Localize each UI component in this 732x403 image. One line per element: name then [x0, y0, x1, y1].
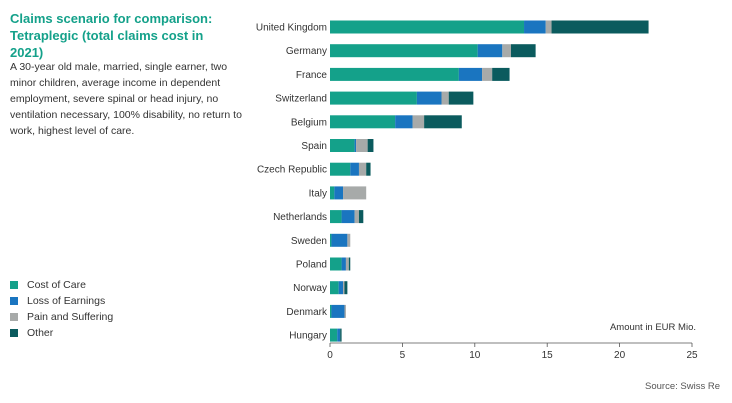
- bar-norway-cost-of-care: [330, 281, 339, 295]
- legend-swatch-other: [10, 329, 18, 337]
- bar-belgium-pain-and-suffering: [412, 115, 425, 129]
- legend-label-pain-and-suffering: Pain and Suffering: [27, 311, 114, 323]
- source-note: Source: Swiss Re: [645, 381, 720, 392]
- bar-germany-pain-and-suffering: [502, 44, 511, 58]
- bar-sweden-loss-of-earnings: [331, 233, 348, 247]
- category-label-poland: Poland: [296, 260, 327, 271]
- bar-sweden-pain-and-suffering: [347, 233, 351, 247]
- bar-hungary-other: [340, 328, 342, 342]
- x-tick-label-20: 20: [614, 350, 626, 361]
- bar-belgium-loss-of-earnings: [395, 115, 413, 129]
- legend-label-cost-of-care: Cost of Care: [27, 279, 86, 291]
- x-tick-label-10: 10: [469, 350, 481, 361]
- bar-hungary-loss-of-earnings: [337, 328, 341, 342]
- legend-item-loss-of-earnings: Loss of Earnings: [10, 293, 113, 309]
- x-tick-label-5: 5: [400, 350, 406, 361]
- scenario-description: A 30-year old male, married, single earn…: [10, 61, 242, 137]
- chart-title-line-1: Claims scenario for comparison:: [10, 11, 213, 26]
- bar-switzerland-loss-of-earnings: [416, 91, 442, 105]
- category-label-germany: Germany: [286, 46, 327, 57]
- bar-italy-loss-of-earnings: [334, 186, 344, 200]
- legend-swatch-cost-of-care: [10, 281, 18, 289]
- bar-germany-other: [511, 44, 536, 58]
- bar-poland-pain-and-suffering: [345, 257, 349, 271]
- legend-swatch-loss-of-earnings: [10, 297, 18, 305]
- bar-spain-cost-of-care: [330, 139, 355, 152]
- bar-czech-republic-other: [366, 162, 371, 176]
- bar-czech-republic-pain-and-suffering: [358, 162, 367, 176]
- bar-norway-other: [344, 281, 348, 295]
- bar-italy-cost-of-care: [330, 186, 335, 200]
- category-label-spain: Spain: [301, 141, 327, 152]
- category-label-netherlands: Netherlands: [273, 212, 327, 223]
- legend-item-other: Other: [10, 325, 113, 341]
- category-label-hungary: Hungary: [289, 331, 327, 342]
- bar-czech-republic-cost-of-care: [330, 162, 351, 176]
- category-label-united-kingdom: United Kingdom: [256, 23, 327, 34]
- bar-italy-pain-and-suffering: [343, 186, 367, 200]
- category-label-belgium: Belgium: [291, 117, 327, 128]
- bar-united-kingdom-other: [551, 20, 649, 34]
- bar-netherlands-loss-of-earnings: [341, 210, 355, 224]
- bar-united-kingdom-loss-of-earnings: [524, 20, 546, 34]
- bar-norway-pain-and-suffering: [343, 281, 345, 295]
- category-label-denmark: Denmark: [286, 307, 328, 318]
- bar-netherlands-other: [358, 210, 364, 224]
- category-label-norway: Norway: [293, 283, 327, 294]
- bar-belgium-cost-of-care: [330, 115, 396, 129]
- axis-unit-label: Amount in EUR Mio.: [610, 322, 696, 333]
- legend-item-cost-of-care: Cost of Care: [10, 277, 113, 293]
- bar-germany-cost-of-care: [330, 44, 478, 58]
- bar-switzerland-pain-and-suffering: [441, 91, 449, 105]
- category-label-sweden: Sweden: [291, 236, 327, 247]
- chart-title: Claims scenario for comparison: Tetraple…: [10, 10, 240, 61]
- bar-netherlands-pain-and-suffering: [354, 210, 359, 224]
- bar-spain-pain-and-suffering: [356, 139, 368, 152]
- bar-spain-loss-of-earnings: [354, 139, 357, 152]
- bar-switzerland-other: [448, 91, 474, 105]
- legend-swatch-pain-and-suffering: [10, 313, 18, 321]
- bar-netherlands-cost-of-care: [330, 210, 342, 224]
- bar-united-kingdom-pain-and-suffering: [545, 20, 552, 34]
- bar-germany-loss-of-earnings: [477, 44, 503, 58]
- bar-czech-republic-loss-of-earnings: [350, 162, 359, 176]
- bar-france-pain-and-suffering: [482, 67, 493, 81]
- bar-france-other: [492, 67, 510, 81]
- bar-sweden-cost-of-care: [330, 233, 332, 247]
- bar-denmark-loss-of-earnings: [331, 304, 345, 318]
- bar-denmark-cost-of-care: [330, 304, 332, 318]
- category-label-czech-republic: Czech Republic: [257, 165, 327, 176]
- legend-item-pain-and-suffering: Pain and Suffering: [10, 309, 113, 325]
- category-label-italy: Italy: [309, 188, 327, 199]
- category-label-switzerland: Switzerland: [275, 94, 327, 105]
- legend-label-loss-of-earnings: Loss of Earnings: [27, 295, 106, 307]
- bar-belgium-other: [424, 115, 462, 129]
- bar-france-loss-of-earnings: [458, 67, 483, 81]
- bar-switzerland-cost-of-care: [330, 91, 417, 105]
- chart-legend: Cost of Care Loss of Earnings Pain and S…: [10, 277, 113, 341]
- bar-france-cost-of-care: [330, 67, 459, 81]
- x-tick-label-0: 0: [327, 350, 333, 361]
- bar-united-kingdom-cost-of-care: [330, 20, 525, 34]
- bar-norway-loss-of-earnings: [338, 281, 344, 295]
- category-label-france: France: [296, 70, 328, 81]
- bar-hungary-cost-of-care: [330, 328, 338, 342]
- chart-title-line-2: Tetraplegic (total claims cost in 2021): [10, 28, 204, 60]
- bar-poland-cost-of-care: [330, 257, 342, 271]
- bar-poland-loss-of-earnings: [341, 257, 346, 271]
- x-tick-label-25: 25: [686, 350, 698, 361]
- bar-denmark-pain-and-suffering: [344, 304, 346, 318]
- legend-label-other: Other: [27, 327, 54, 339]
- x-tick-label-15: 15: [542, 350, 554, 361]
- bar-spain-other: [367, 139, 374, 152]
- bar-poland-other: [348, 257, 351, 271]
